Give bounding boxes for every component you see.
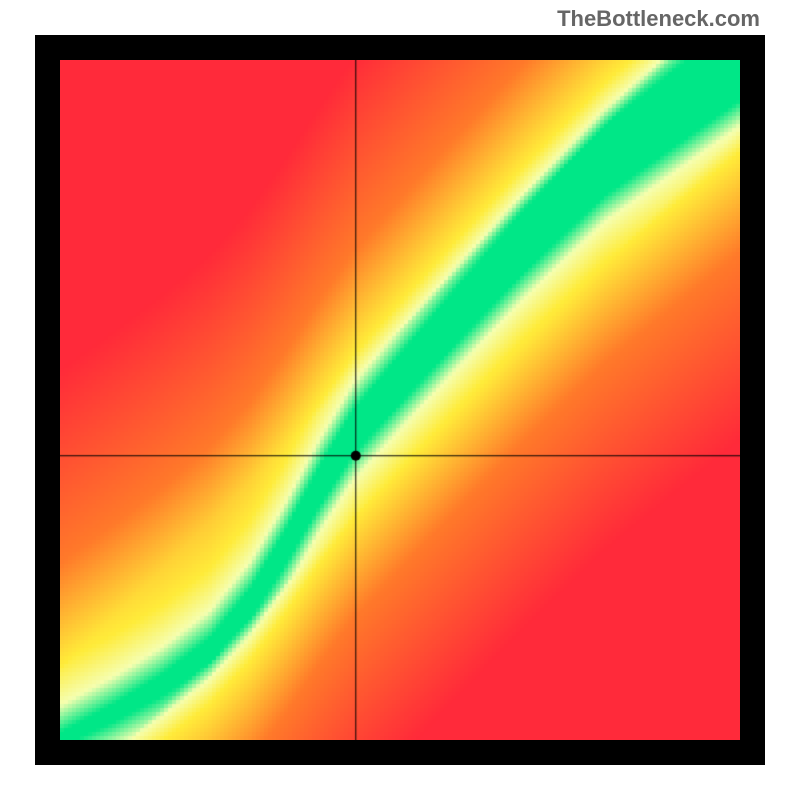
chart-plot-area [60,60,740,740]
chart-container: TheBottleneck.com [0,0,800,800]
watermark-text: TheBottleneck.com [557,6,760,32]
heatmap-canvas [60,60,740,740]
chart-outer-frame [35,35,765,765]
